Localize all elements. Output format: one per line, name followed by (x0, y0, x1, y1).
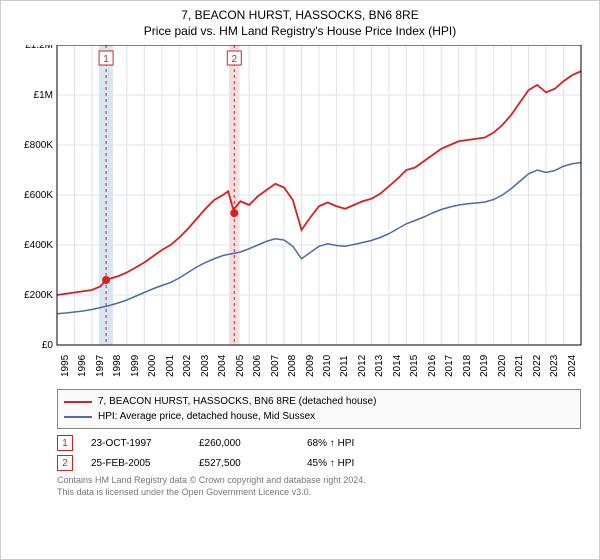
legend-swatch-red (64, 401, 92, 403)
line-chart-svg: £0 £200K £400K £600K £800K £1M £1.2M 1 2 (11, 45, 589, 385)
x-tick-label: 2015 (409, 355, 420, 377)
legend-label-blue: HPI: Average price, detached house, Mid … (98, 409, 315, 424)
svg-text:£1M: £1M (34, 90, 53, 101)
svg-text:£1.2M: £1.2M (25, 45, 53, 51)
marker-number-box-2: 2 (57, 455, 73, 471)
svg-text:1: 1 (103, 54, 109, 65)
chart-container: 7, BEACON HURST, HASSOCKS, BN6 8RE Price… (0, 0, 600, 560)
marker-row-2: 2 25-FEB-2005 £527,500 45% ↑ HPI (57, 455, 589, 471)
x-tick-label: 2023 (549, 355, 560, 377)
x-tick-label: 2017 (444, 355, 455, 377)
x-tick-label: 2012 (357, 355, 368, 377)
x-tick-label: 2020 (497, 355, 508, 377)
x-tick-label: 2010 (322, 355, 333, 377)
legend-label-red: 7, BEACON HURST, HASSOCKS, BN6 8RE (deta… (98, 394, 376, 409)
x-tick-label: 2011 (339, 356, 350, 378)
x-tick-label: 2008 (287, 355, 298, 377)
marker-number-2: 2 (62, 458, 68, 469)
marker-number-1: 1 (62, 438, 68, 449)
x-tick-label: 2002 (182, 355, 193, 377)
x-tick-label: 1995 (60, 355, 71, 377)
x-tick-label: 1998 (112, 355, 123, 377)
x-tick-label: 2001 (165, 355, 176, 377)
svg-text:£800K: £800K (24, 140, 53, 151)
svg-text:£600K: £600K (24, 190, 53, 201)
footer-line-1: Contains HM Land Registry data © Crown c… (57, 475, 589, 487)
chart-area: £0£200K£400K£600K£800K£1M£1.2M12 1995199… (11, 45, 589, 385)
x-tick-label: 2022 (532, 355, 543, 377)
x-tick-label: 2007 (270, 355, 281, 377)
legend-row-blue: HPI: Average price, detached house, Mid … (64, 409, 574, 424)
x-tick-label: 2016 (427, 355, 438, 377)
marker-hpi-1: 68% ↑ HPI (307, 438, 397, 449)
marker-legend: 1 23-OCT-1997 £260,000 68% ↑ HPI 2 25-FE… (57, 435, 589, 471)
x-tick-label: 2009 (305, 355, 316, 377)
marker-row-1: 1 23-OCT-1997 £260,000 68% ↑ HPI (57, 435, 589, 451)
x-tick-label: 1996 (77, 355, 88, 377)
x-tick-label: 2013 (374, 355, 385, 377)
legend-swatch-blue (64, 416, 92, 418)
svg-text:£0: £0 (42, 340, 54, 351)
x-tick-label: 2004 (217, 355, 228, 377)
x-tick-label: 2000 (147, 355, 158, 377)
title-line-1: 7, BEACON HURST, HASSOCKS, BN6 8RE (11, 7, 589, 23)
x-axis-ticks: 1995 1996 1997 1998 1999 2000 2001 2002 2003 2004… (57, 347, 581, 387)
x-tick-label: 2005 (235, 355, 246, 377)
x-tick-label: 2003 (200, 355, 211, 377)
marker-date-2: 25-FEB-2005 (91, 458, 181, 469)
x-tick-label: 2024 (567, 355, 578, 377)
legend-box: 7, BEACON HURST, HASSOCKS, BN6 8RE (deta… (57, 389, 581, 429)
x-tick-label: 1999 (130, 355, 141, 377)
x-tick-label: 2021 (514, 355, 525, 377)
x-tick-label: 2014 (392, 355, 403, 377)
svg-text:£200K: £200K (24, 290, 53, 301)
footer-line-2: This data is licensed under the Open Gov… (57, 487, 589, 499)
x-tick-label: 2019 (479, 355, 490, 377)
marker-price-1: £260,000 (199, 438, 289, 449)
title-line-2: Price paid vs. HM Land Registry's House … (11, 23, 589, 39)
marker-date-1: 23-OCT-1997 (91, 438, 181, 449)
x-tick-label: 2006 (252, 355, 263, 377)
footer-text: Contains HM Land Registry data © Crown c… (57, 475, 589, 498)
marker-number-box-1: 1 (57, 435, 73, 451)
legend-row-red: 7, BEACON HURST, HASSOCKS, BN6 8RE (deta… (64, 394, 574, 409)
x-tick-label: 2018 (462, 355, 473, 377)
svg-text:£400K: £400K (24, 240, 53, 251)
marker-price-2: £527,500 (199, 458, 289, 469)
x-tick-label: 1997 (95, 355, 106, 377)
marker-hpi-2: 45% ↑ HPI (307, 458, 397, 469)
svg-text:2: 2 (232, 54, 238, 65)
